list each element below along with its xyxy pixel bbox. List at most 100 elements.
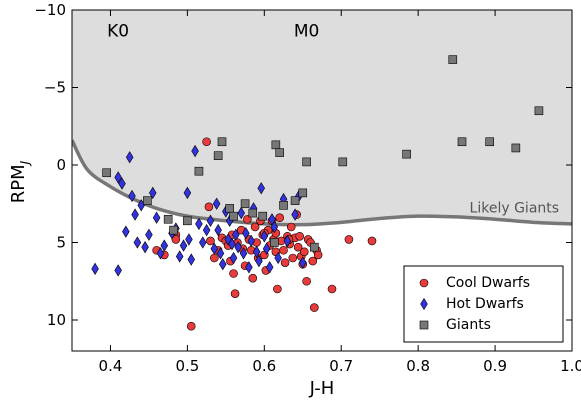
legend-label: Giants <box>446 317 491 333</box>
x-tick-label: 0.9 <box>483 357 507 375</box>
annotation-2: M0 <box>294 22 319 42</box>
circle-point <box>229 269 238 278</box>
circle-point <box>310 303 319 312</box>
square-point <box>402 149 411 159</box>
square-point <box>163 214 173 224</box>
y-axis-title-sub: J <box>18 160 32 166</box>
circle-point <box>302 276 311 286</box>
diamond-point <box>191 144 199 158</box>
diamond-point <box>274 251 282 265</box>
x-tick-label: 0.8 <box>406 357 430 375</box>
diamond-point <box>128 189 136 203</box>
square-point <box>240 199 250 209</box>
square-point <box>102 168 111 178</box>
diamond-point <box>145 228 153 241</box>
circle-point <box>250 222 260 232</box>
diamond-point <box>291 208 299 221</box>
diamond-point <box>260 230 269 243</box>
circle-point <box>286 222 296 232</box>
diamond-point <box>228 237 236 251</box>
diamond-point <box>156 247 165 260</box>
legend-marker-diamond <box>420 297 428 311</box>
legend-marker-square <box>419 320 429 330</box>
diamond-point <box>255 254 263 268</box>
square-point <box>258 211 268 221</box>
circle-point <box>288 253 298 263</box>
diamond-point <box>237 206 245 220</box>
square-point <box>248 208 258 218</box>
square-point <box>271 140 281 150</box>
circle-point <box>210 253 219 263</box>
square-point <box>290 196 300 205</box>
plot-area: K0 M0 Likely Giants <box>72 10 572 331</box>
square-point <box>183 216 192 226</box>
y-axis-title: RPMJ <box>8 160 32 203</box>
diamond-point <box>152 211 161 224</box>
circle-point <box>344 235 354 244</box>
square-point <box>310 242 319 252</box>
diamond-point <box>299 256 307 269</box>
legend-label: Cool Dwarfs <box>446 275 530 291</box>
diamond-point <box>131 208 139 221</box>
diamond-point <box>219 258 227 271</box>
circle-point <box>171 235 181 244</box>
plot-frame <box>71 9 573 352</box>
series-giants <box>102 55 544 252</box>
diamond-point <box>114 264 122 277</box>
square-point <box>534 106 544 116</box>
square-point <box>169 225 178 235</box>
legend-marker-circle <box>419 278 429 288</box>
diamond-point <box>125 151 134 164</box>
annotation-1: K0 <box>107 22 129 42</box>
square-point <box>448 55 458 64</box>
diamond-point <box>122 225 130 238</box>
square-point <box>511 143 521 153</box>
circle-point <box>273 284 282 294</box>
square-point <box>225 204 234 213</box>
circle-point <box>327 284 337 294</box>
diamond-point <box>216 247 225 260</box>
legend: Cool Dwarfs Hot Dwarfs Giants <box>403 265 564 343</box>
square-point <box>485 137 494 147</box>
square-point <box>275 148 284 157</box>
giants-boundary-line <box>72 139 572 227</box>
diamond-point <box>133 236 142 249</box>
circle-point <box>275 213 284 222</box>
diamond-point <box>212 197 221 210</box>
diamond-point <box>91 262 99 276</box>
diamond-point <box>245 261 253 274</box>
x-tick-label: 0.7 <box>329 357 353 375</box>
diamond-point <box>234 240 242 254</box>
circle-point <box>279 245 288 255</box>
circle-point <box>202 137 211 147</box>
axes: 0.4 0.5 0.6 0.7 0.8 0.9 1.0 −10 −5 0 5 10 <box>34 1 581 375</box>
diamond-point <box>214 223 222 237</box>
y-axis-title-main: RPM <box>8 164 29 203</box>
diamond-point <box>202 223 211 237</box>
square-point <box>457 137 467 147</box>
circle-point <box>280 258 290 267</box>
square-point <box>270 238 279 247</box>
circle-point <box>248 273 258 283</box>
y-tick-label: 0 <box>56 156 66 174</box>
circle-point <box>206 236 215 246</box>
diamond-point <box>187 253 195 266</box>
circle-point <box>204 202 214 212</box>
diamond-point <box>149 186 157 200</box>
x-tick-label: 0.5 <box>175 357 199 375</box>
square-point <box>213 151 223 160</box>
x-axis-title: J-H <box>309 378 335 399</box>
diamond-point <box>265 261 274 274</box>
diamond-point <box>232 228 240 241</box>
y-tick-label: 5 <box>56 234 66 252</box>
diamond-point <box>262 242 271 255</box>
x-tick-label: 0.4 <box>99 357 123 375</box>
square-point <box>298 188 308 198</box>
y-tick-label: 10 <box>47 311 66 329</box>
legend-label: Hot Dwarfs <box>446 296 524 312</box>
x-tick-label: 1.0 <box>560 357 581 375</box>
diamond-point <box>114 171 122 184</box>
diamond-point <box>185 233 193 246</box>
diamond-point <box>118 177 126 190</box>
diamond-point <box>252 245 261 258</box>
